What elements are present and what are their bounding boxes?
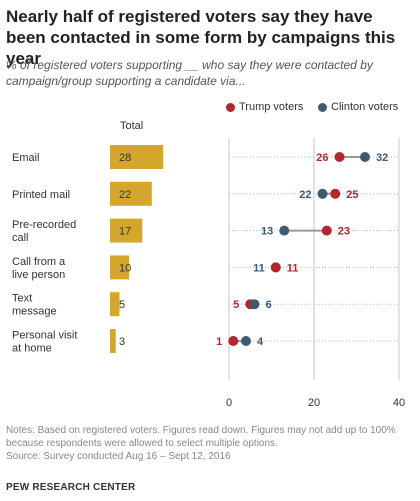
total-column-header: Total <box>120 120 144 132</box>
legend-trump-label: Trump voters <box>239 101 304 113</box>
trump-dot <box>330 188 341 199</box>
trump-dot <box>321 225 332 236</box>
total-bar-label: 5 <box>119 299 125 311</box>
trump-value-label: 26 <box>316 152 328 164</box>
legend-clinton-label: Clinton voters <box>331 101 399 113</box>
trump-value-label: 5 <box>233 299 239 311</box>
clinton-dot <box>279 225 290 236</box>
trump-dot <box>228 336 239 346</box>
total-bar <box>110 329 116 353</box>
total-bar <box>110 145 164 169</box>
total-bar-label: 10 <box>119 262 131 274</box>
clinton-dot <box>241 336 251 346</box>
total-bar-label: 3 <box>119 336 125 348</box>
legend-clinton-marker <box>318 102 327 112</box>
legend-clinton: Clinton voters <box>318 100 398 114</box>
dot-plot-chart: 0 20 40 Email 28 26 32 Printed mail 22 25 22 Pre-re… <box>12 138 405 409</box>
total-bar <box>110 292 120 317</box>
clinton-value-label: 4 <box>257 336 264 348</box>
chart-subtitle: % of registered voters supporting __ who… <box>6 58 373 88</box>
trump-value-label: 23 <box>338 226 350 238</box>
total-bar-label: 17 <box>119 226 131 238</box>
trump-dot <box>270 262 281 273</box>
trump-dot <box>334 152 345 162</box>
total-bar-label: 22 <box>119 189 131 201</box>
clinton-dot <box>249 299 260 310</box>
category-label: Text <box>12 293 32 305</box>
footer-credit: PEW RESEARCH CENTER <box>6 482 136 493</box>
source-text: Source: Survey conducted Aug 16 – Sept 1… <box>6 451 231 462</box>
category-label: Printed mail <box>12 189 70 201</box>
category-label: Personal visit <box>12 330 77 342</box>
chart-notes: Notes: Based on registered voters. Figur… <box>6 424 416 463</box>
clinton-value-label: 13 <box>261 226 273 238</box>
category-label: message <box>12 306 57 318</box>
category-label: Pre-recorded <box>12 219 76 231</box>
total-bar-label: 28 <box>119 152 131 164</box>
notes-text: Notes: Based on registered voters. Figur… <box>6 425 396 449</box>
total-bar <box>110 181 152 206</box>
category-label: Call from a <box>12 256 66 268</box>
trump-value-label: 1 <box>216 336 222 348</box>
category-label: live person <box>12 269 65 281</box>
category-label: call <box>12 232 29 244</box>
legend-trump: Trump voters <box>226 100 303 114</box>
category-label: at home <box>12 343 52 355</box>
legend-trump-marker <box>226 102 235 112</box>
x-tick-label: 40 <box>393 397 405 409</box>
x-tick-label: 0 <box>226 397 232 409</box>
chart-title: Nearly half of registered voters say the… <box>6 7 396 68</box>
clinton-value-label: 32 <box>376 152 388 164</box>
trump-value-label: 25 <box>346 189 358 201</box>
clinton-value-label: 6 <box>266 299 272 311</box>
clinton-value-label: 11 <box>253 262 265 274</box>
total-bar <box>110 255 129 280</box>
x-tick-label: 20 <box>308 397 320 409</box>
trump-value-label: 11 <box>287 262 299 274</box>
category-label: Email <box>12 152 40 164</box>
clinton-value-label: 22 <box>299 189 311 201</box>
clinton-dot <box>360 152 370 162</box>
total-bar <box>110 218 143 243</box>
clinton-dot <box>317 188 328 199</box>
